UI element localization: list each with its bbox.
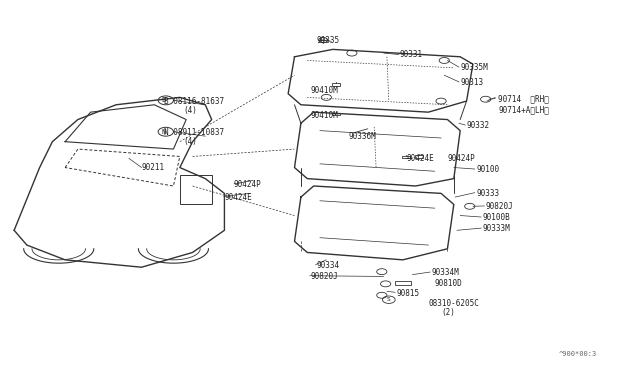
Bar	[402, 156, 410, 158]
Text: 90334: 90334	[317, 261, 340, 270]
Text: 90100B: 90100B	[483, 213, 510, 222]
Text: 90334M: 90334M	[431, 268, 460, 277]
Text: B 08116-81637: B 08116-81637	[164, 97, 224, 106]
Bar	[415, 155, 422, 158]
Text: 90424E: 90424E	[406, 154, 434, 163]
Bar	[332, 83, 340, 86]
Text: B: B	[162, 97, 166, 103]
Text: N: N	[162, 129, 166, 135]
Text: 90820J: 90820J	[486, 202, 513, 211]
Text: ^900*00:3: ^900*00:3	[559, 351, 597, 357]
Text: 90714  〈RH〉: 90714 〈RH〉	[499, 95, 549, 104]
Text: 90424P: 90424P	[447, 154, 475, 163]
Text: 90424P: 90424P	[234, 180, 262, 189]
Text: 90332: 90332	[467, 121, 490, 129]
Bar	[332, 113, 340, 115]
Text: 90335M: 90335M	[460, 63, 488, 72]
Text: 08310-6205C: 08310-6205C	[428, 299, 479, 308]
Text: 90100: 90100	[476, 165, 499, 174]
Text: 90820J: 90820J	[310, 272, 338, 281]
Text: 90714+A〈LH〉: 90714+A〈LH〉	[499, 106, 549, 115]
Text: 90335: 90335	[317, 36, 340, 45]
Text: 90410M: 90410M	[310, 86, 338, 94]
Text: 90815: 90815	[396, 289, 420, 298]
Bar	[395, 281, 411, 285]
Text: 90410M: 90410M	[310, 111, 338, 121]
Text: (4): (4)	[183, 106, 197, 115]
Text: 90331: 90331	[399, 51, 423, 60]
Text: S: S	[387, 297, 390, 302]
Text: 90211: 90211	[141, 163, 164, 172]
Text: 90333: 90333	[476, 189, 499, 198]
Text: 90333M: 90333M	[483, 224, 510, 233]
Text: 90313: 90313	[460, 78, 483, 87]
Text: (4): (4)	[183, 137, 197, 146]
Text: 90336M: 90336M	[349, 132, 376, 141]
Text: 90424E: 90424E	[225, 193, 252, 202]
Bar	[180, 175, 212, 205]
Text: N 08911-10837: N 08911-10837	[164, 128, 224, 137]
Text: 90810D: 90810D	[435, 279, 463, 288]
Text: (2): (2)	[441, 308, 455, 317]
